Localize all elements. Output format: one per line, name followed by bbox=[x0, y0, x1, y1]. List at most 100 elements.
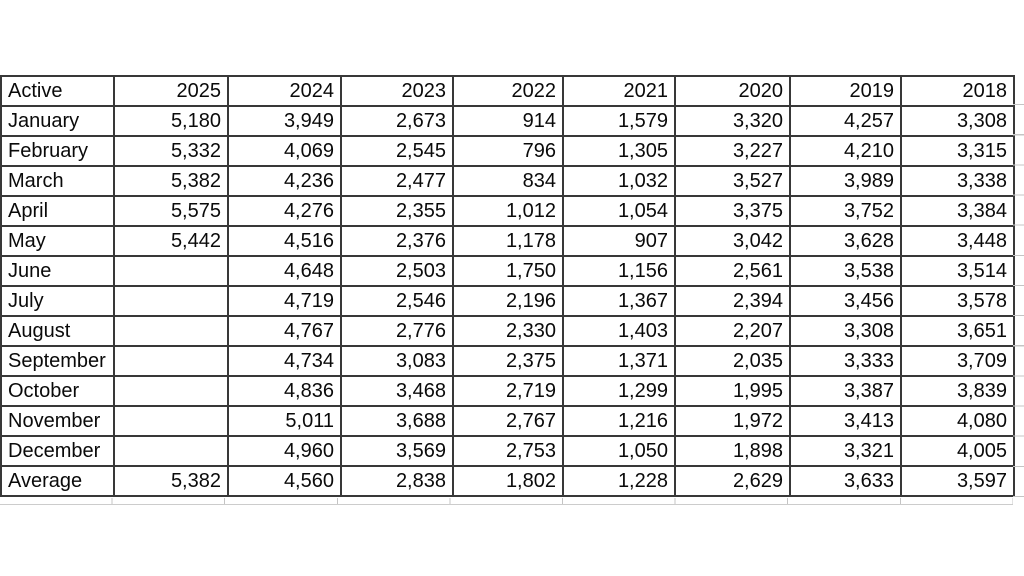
value-cell[interactable]: 2,477 bbox=[340, 165, 454, 197]
value-cell[interactable]: 3,315 bbox=[900, 135, 1015, 167]
value-cell[interactable]: 2,719 bbox=[452, 375, 564, 407]
value-cell[interactable]: 5,180 bbox=[113, 105, 229, 137]
value-cell[interactable]: 3,468 bbox=[340, 375, 454, 407]
month-label-cell[interactable]: May bbox=[0, 225, 115, 257]
value-cell[interactable] bbox=[113, 345, 229, 377]
value-cell[interactable]: 1,898 bbox=[674, 435, 791, 467]
value-cell[interactable]: 2,673 bbox=[340, 105, 454, 137]
value-cell[interactable]: 1,995 bbox=[674, 375, 791, 407]
value-cell[interactable]: 2,196 bbox=[452, 285, 564, 317]
value-cell[interactable]: 4,005 bbox=[900, 435, 1015, 467]
value-cell[interactable]: 4,257 bbox=[789, 105, 902, 137]
value-cell[interactable] bbox=[113, 285, 229, 317]
average-value-cell[interactable]: 1,228 bbox=[562, 465, 676, 497]
value-cell[interactable] bbox=[113, 375, 229, 407]
value-cell[interactable]: 4,236 bbox=[227, 165, 342, 197]
month-label-cell[interactable]: December bbox=[0, 435, 115, 467]
average-value-cell[interactable]: 1,802 bbox=[452, 465, 564, 497]
value-cell[interactable]: 1,403 bbox=[562, 315, 676, 347]
year-header-2020[interactable]: 2020 bbox=[674, 75, 791, 107]
average-label-cell[interactable]: Average bbox=[0, 465, 115, 497]
value-cell[interactable]: 3,413 bbox=[789, 405, 902, 437]
month-label-cell[interactable]: March bbox=[0, 165, 115, 197]
value-cell[interactable]: 1,972 bbox=[674, 405, 791, 437]
value-cell[interactable]: 1,216 bbox=[562, 405, 676, 437]
value-cell[interactable]: 3,651 bbox=[900, 315, 1015, 347]
value-cell[interactable]: 5,011 bbox=[227, 405, 342, 437]
value-cell[interactable]: 3,227 bbox=[674, 135, 791, 167]
corner-cell-active[interactable]: Active bbox=[0, 75, 115, 107]
value-cell[interactable]: 3,384 bbox=[900, 195, 1015, 227]
value-cell[interactable]: 3,538 bbox=[789, 255, 902, 287]
average-value-cell[interactable]: 3,633 bbox=[789, 465, 902, 497]
value-cell[interactable]: 3,569 bbox=[340, 435, 454, 467]
value-cell[interactable]: 4,836 bbox=[227, 375, 342, 407]
value-cell[interactable]: 3,456 bbox=[789, 285, 902, 317]
value-cell[interactable]: 1,367 bbox=[562, 285, 676, 317]
year-header-2021[interactable]: 2021 bbox=[562, 75, 676, 107]
month-label-cell[interactable]: February bbox=[0, 135, 115, 167]
value-cell[interactable]: 4,210 bbox=[789, 135, 902, 167]
value-cell[interactable]: 2,330 bbox=[452, 315, 564, 347]
value-cell[interactable]: 4,516 bbox=[227, 225, 342, 257]
value-cell[interactable]: 2,753 bbox=[452, 435, 564, 467]
value-cell[interactable]: 1,050 bbox=[562, 435, 676, 467]
value-cell[interactable]: 3,578 bbox=[900, 285, 1015, 317]
value-cell[interactable]: 3,320 bbox=[674, 105, 791, 137]
value-cell[interactable]: 5,332 bbox=[113, 135, 229, 167]
year-header-2025[interactable]: 2025 bbox=[113, 75, 229, 107]
month-label-cell[interactable]: November bbox=[0, 405, 115, 437]
value-cell[interactable]: 5,575 bbox=[113, 195, 229, 227]
year-header-2024[interactable]: 2024 bbox=[227, 75, 342, 107]
value-cell[interactable]: 4,069 bbox=[227, 135, 342, 167]
value-cell[interactable]: 4,960 bbox=[227, 435, 342, 467]
value-cell[interactable]: 3,949 bbox=[227, 105, 342, 137]
value-cell[interactable]: 796 bbox=[452, 135, 564, 167]
value-cell[interactable]: 3,083 bbox=[340, 345, 454, 377]
value-cell[interactable]: 907 bbox=[562, 225, 676, 257]
value-cell[interactable]: 2,561 bbox=[674, 255, 791, 287]
value-cell[interactable]: 1,371 bbox=[562, 345, 676, 377]
value-cell[interactable]: 4,648 bbox=[227, 255, 342, 287]
value-cell[interactable]: 2,355 bbox=[340, 195, 454, 227]
value-cell[interactable]: 3,752 bbox=[789, 195, 902, 227]
year-header-2023[interactable]: 2023 bbox=[340, 75, 454, 107]
value-cell[interactable] bbox=[113, 315, 229, 347]
value-cell[interactable]: 2,035 bbox=[674, 345, 791, 377]
value-cell[interactable]: 3,839 bbox=[900, 375, 1015, 407]
value-cell[interactable]: 1,579 bbox=[562, 105, 676, 137]
value-cell[interactable]: 3,527 bbox=[674, 165, 791, 197]
value-cell[interactable]: 1,305 bbox=[562, 135, 676, 167]
month-label-cell[interactable]: July bbox=[0, 285, 115, 317]
value-cell[interactable]: 4,767 bbox=[227, 315, 342, 347]
value-cell[interactable]: 3,042 bbox=[674, 225, 791, 257]
value-cell[interactable]: 1,032 bbox=[562, 165, 676, 197]
month-label-cell[interactable]: April bbox=[0, 195, 115, 227]
value-cell[interactable]: 4,276 bbox=[227, 195, 342, 227]
value-cell[interactable]: 1,299 bbox=[562, 375, 676, 407]
month-label-cell[interactable]: June bbox=[0, 255, 115, 287]
value-cell[interactable]: 834 bbox=[452, 165, 564, 197]
value-cell[interactable]: 5,382 bbox=[113, 165, 229, 197]
value-cell[interactable]: 3,688 bbox=[340, 405, 454, 437]
month-label-cell[interactable]: September bbox=[0, 345, 115, 377]
value-cell[interactable]: 2,767 bbox=[452, 405, 564, 437]
value-cell[interactable]: 2,503 bbox=[340, 255, 454, 287]
value-cell[interactable]: 1,156 bbox=[562, 255, 676, 287]
value-cell[interactable]: 1,178 bbox=[452, 225, 564, 257]
average-value-cell[interactable]: 4,560 bbox=[227, 465, 342, 497]
value-cell[interactable]: 2,376 bbox=[340, 225, 454, 257]
value-cell[interactable]: 5,442 bbox=[113, 225, 229, 257]
value-cell[interactable]: 914 bbox=[452, 105, 564, 137]
average-value-cell[interactable]: 2,838 bbox=[340, 465, 454, 497]
year-header-2018[interactable]: 2018 bbox=[900, 75, 1015, 107]
value-cell[interactable]: 3,709 bbox=[900, 345, 1015, 377]
average-value-cell[interactable]: 3,597 bbox=[900, 465, 1015, 497]
value-cell[interactable]: 1,750 bbox=[452, 255, 564, 287]
value-cell[interactable]: 3,387 bbox=[789, 375, 902, 407]
value-cell[interactable]: 1,054 bbox=[562, 195, 676, 227]
month-label-cell[interactable]: August bbox=[0, 315, 115, 347]
value-cell[interactable]: 2,394 bbox=[674, 285, 791, 317]
value-cell[interactable]: 3,338 bbox=[900, 165, 1015, 197]
month-label-cell[interactable]: October bbox=[0, 375, 115, 407]
